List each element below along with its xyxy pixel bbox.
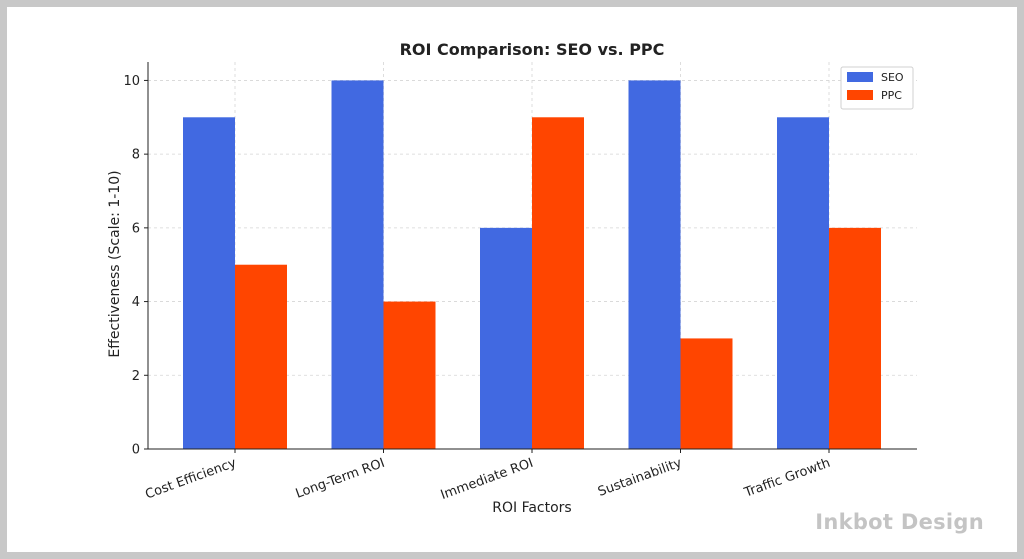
legend-label-seo: SEO <box>881 71 904 84</box>
y-tick-labels: 0 2 4 6 8 10 <box>123 74 148 458</box>
chart-frame: 0 2 4 6 8 10 Cost Efficiency Long-Term ROI Imme… <box>7 7 1017 552</box>
x-tick-label-2: Immediate ROI <box>439 456 536 503</box>
bar-ppc-0 <box>235 264 287 449</box>
x-tick-label-0: Cost Efficiency <box>143 456 238 503</box>
bar-seo-0 <box>183 117 235 450</box>
bar-chart: 0 2 4 6 8 10 Cost Efficiency Long-Term ROI Imme… <box>107 40 917 516</box>
legend: SEO PPC <box>840 66 914 110</box>
x-axis-label: ROI Factors <box>492 500 571 516</box>
watermark-logo: Inkbot Design <box>815 510 984 534</box>
bar-seo-4 <box>777 117 829 450</box>
y-tick-label-4: 4 <box>132 295 140 310</box>
bar-seo-2 <box>480 227 532 449</box>
y-tick-label-10: 10 <box>123 74 140 89</box>
y-tick-label-0: 0 <box>132 443 140 458</box>
bar-seo-1 <box>331 80 384 449</box>
y-tick-label-6: 6 <box>132 221 140 236</box>
x-tick-labels: Cost Efficiency Long-Term ROI Immediate RO… <box>143 449 832 503</box>
bar-seo-3 <box>628 80 681 449</box>
chart-title: ROI Comparison: SEO vs. PPC <box>400 40 665 59</box>
bar-ppc-1 <box>383 301 436 449</box>
bar-ppc-4 <box>829 227 881 449</box>
legend-swatch-seo <box>847 72 873 82</box>
bar-ppc-3 <box>680 338 733 449</box>
bar-ppc-2 <box>532 117 584 450</box>
bars <box>183 80 881 450</box>
x-tick-label-3: Sustainability <box>596 456 684 500</box>
y-tick-label-2: 2 <box>132 369 140 384</box>
y-axis-label: Effectiveness (Scale: 1-10) <box>107 170 123 357</box>
y-tick-label-8: 8 <box>132 148 140 163</box>
legend-swatch-ppc <box>847 90 873 100</box>
x-tick-label-4: Traffic Growth <box>741 456 832 501</box>
x-tick-label-1: Long-Term ROI <box>294 456 387 502</box>
legend-label-ppc: PPC <box>881 89 902 102</box>
